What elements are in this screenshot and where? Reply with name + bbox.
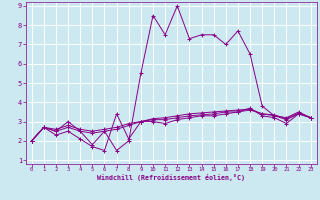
X-axis label: Windchill (Refroidissement éolien,°C): Windchill (Refroidissement éolien,°C) xyxy=(97,174,245,181)
